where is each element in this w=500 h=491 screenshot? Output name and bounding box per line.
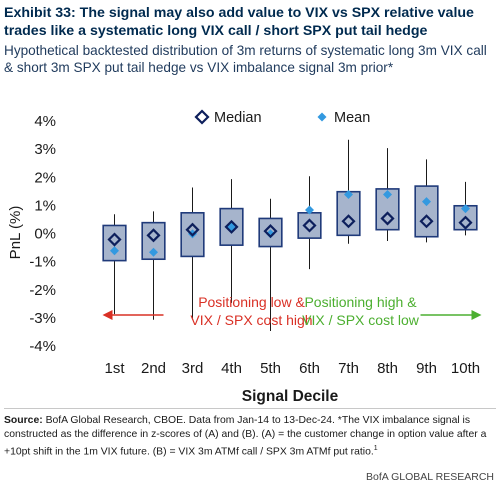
y-tick-label: 3% <box>34 141 56 158</box>
source-note: Source: BofA Global Research, CBOE. Data… <box>4 414 496 459</box>
x-tick-label: 4th <box>221 360 242 377</box>
x-tick-label: 2nd <box>141 360 166 377</box>
chart-title: Exhibit 33: The signal may also add valu… <box>4 5 474 39</box>
x-tick-label: 6th <box>299 360 320 377</box>
y-tick-label: -2% <box>29 282 56 299</box>
x-tick-label: 9th <box>416 360 437 377</box>
legend-median-marker <box>194 109 210 125</box>
left-annotation-line: Positioning low & <box>198 294 305 310</box>
research-credit: BofA GLOBAL RESEARCH <box>366 471 494 483</box>
source-label: Source: <box>4 415 43 426</box>
y-tick-label: 4% <box>34 113 56 130</box>
y-tick-label: 2% <box>34 169 56 186</box>
x-tick-label: 3rd <box>182 360 204 377</box>
median-marker <box>224 219 239 234</box>
chart-subtitle: Hypothetical backtested distribution of … <box>4 43 487 75</box>
median-marker <box>419 214 434 229</box>
y-tick-label: 0% <box>34 226 56 243</box>
iqr-box <box>297 212 322 239</box>
legend-mean-label: Mean <box>334 110 370 126</box>
legend-mean-marker <box>317 112 327 122</box>
median-marker <box>302 218 317 233</box>
mean-marker <box>149 247 158 257</box>
y-tick-label: 1% <box>34 197 56 214</box>
mean-marker <box>344 190 353 200</box>
iqr-box <box>414 185 439 238</box>
box-plot-chart: -4% -3% -2% -1% 0% 1% 2% 3% 4% PnL (%) Median Mean 1… <box>7 109 482 405</box>
mean-marker <box>383 190 392 200</box>
median-marker <box>458 215 473 230</box>
y-tick-label: -1% <box>29 254 56 271</box>
median-marker <box>380 211 395 226</box>
footer-divider <box>4 408 496 409</box>
median-marker <box>107 232 122 247</box>
median-marker <box>146 228 161 243</box>
right-annotation-line: VIX / SPX cost low <box>302 312 420 328</box>
x-tick-label: 1st <box>104 360 125 377</box>
mean-marker <box>266 229 275 239</box>
x-tick-label: 5th <box>260 360 281 377</box>
x-tick-label: 8th <box>377 360 398 377</box>
mean-marker <box>110 246 119 256</box>
y-tick-label: -3% <box>29 310 56 327</box>
source-text: BofA Global Research, CBOE. Data from Ja… <box>4 415 487 458</box>
legend-median-label: Median <box>214 110 262 126</box>
x-axis-label: Signal Decile <box>242 388 339 405</box>
y-tick-label: -4% <box>29 338 56 355</box>
iqr-box <box>102 224 127 262</box>
right-annotation-line: Positioning high & <box>304 294 417 310</box>
left-arrow-head <box>102 310 113 320</box>
median-marker <box>185 222 200 237</box>
mean-marker <box>422 197 431 207</box>
footnote-marker: 1 <box>373 445 378 452</box>
mean-marker <box>305 205 314 215</box>
right-arrow-head <box>471 310 482 320</box>
x-tick-label: 7th <box>338 360 359 377</box>
median-marker <box>263 224 278 239</box>
mean-marker <box>461 204 470 214</box>
left-annotation-line: VIX / SPX cost high <box>190 312 312 328</box>
x-tick-label: 10th <box>451 360 480 377</box>
median-marker <box>341 214 356 229</box>
y-axis-label: PnL (%) <box>7 206 24 260</box>
